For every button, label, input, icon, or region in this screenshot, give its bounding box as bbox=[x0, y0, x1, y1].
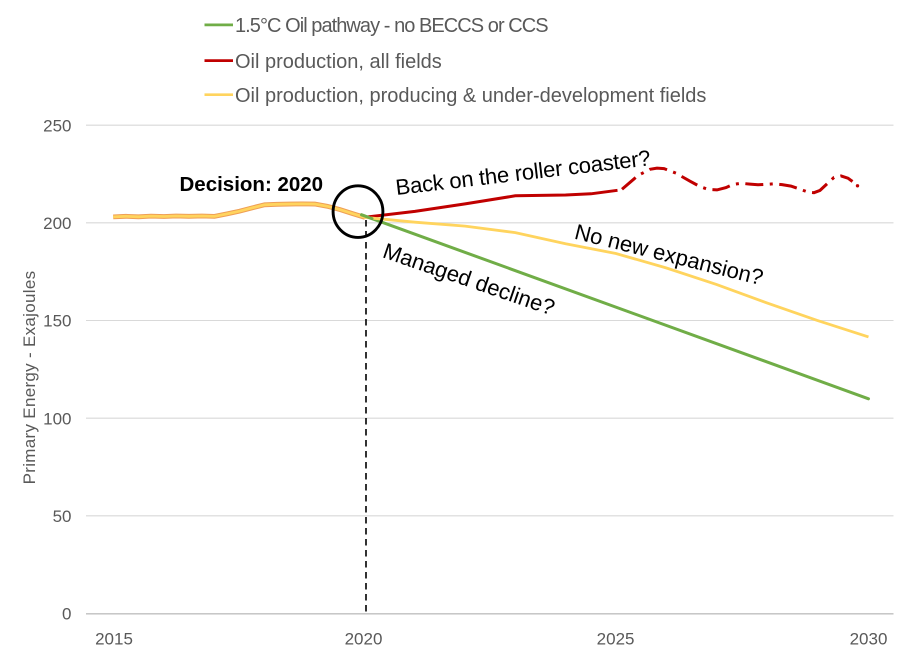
svg-text:2020: 2020 bbox=[345, 630, 383, 649]
svg-text:200: 200 bbox=[43, 214, 71, 233]
svg-text:2025: 2025 bbox=[597, 630, 635, 649]
svg-text:Decision: 2020: Decision: 2020 bbox=[180, 173, 324, 196]
svg-text:0: 0 bbox=[62, 605, 71, 624]
svg-text:1.5°C Oil pathway - no BECCS o: 1.5°C Oil pathway - no BECCS or CCS bbox=[235, 15, 548, 37]
svg-text:2015: 2015 bbox=[95, 630, 133, 649]
svg-text:2030: 2030 bbox=[850, 630, 888, 649]
svg-text:Managed decline?: Managed decline? bbox=[380, 238, 558, 320]
svg-text:150: 150 bbox=[43, 312, 71, 331]
svg-text:Oil production, producing & un: Oil production, producing & under-develo… bbox=[235, 85, 706, 107]
svg-text:Primary Energy - Exajoules: Primary Energy - Exajoules bbox=[20, 271, 39, 485]
svg-text:250: 250 bbox=[43, 116, 71, 135]
svg-text:Oil production, all fields: Oil production, all fields bbox=[235, 51, 442, 73]
svg-text:50: 50 bbox=[53, 507, 72, 526]
svg-text:100: 100 bbox=[43, 409, 71, 428]
svg-text:No new expansion?: No new expansion? bbox=[572, 219, 766, 290]
